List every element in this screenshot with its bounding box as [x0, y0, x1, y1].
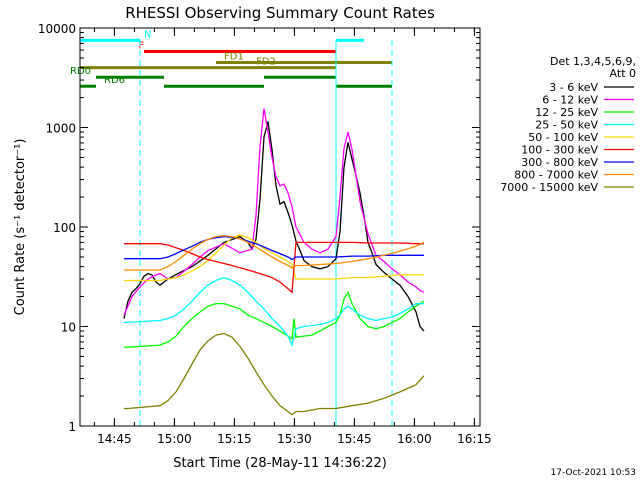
plot-frame — [79, 27, 481, 427]
legend-label-4: 50 - 100 keV — [528, 131, 598, 144]
y-tick-label-2: 100 — [53, 221, 76, 235]
x-axis-ticks: 14:45 15:00 15:15 15:30 15:45 16:00 16:15 — [93, 28, 492, 446]
x-tick-label-2: 15:15 — [217, 432, 252, 446]
y-axis-label: Count Rate (s⁻¹ detector⁻¹) — [13, 139, 28, 316]
series-line-6 — [124, 235, 424, 261]
legend-label-0: 3 - 6 keV — [549, 81, 598, 94]
legend-header-1: Att 0 — [610, 67, 636, 80]
series-lines — [123, 108, 425, 416]
status-bar-label-rd6: RD6 — [104, 75, 125, 86]
series-line-1 — [123, 108, 425, 316]
x-tick-label-3: 15:30 — [277, 432, 312, 446]
status-bar-label-f: F — [138, 41, 144, 52]
series-line-2 — [124, 290, 425, 348]
legend-label-1: 6 - 12 keV — [542, 94, 598, 107]
series-line-8 — [124, 332, 425, 416]
series-line-7 — [124, 234, 425, 271]
x-tick-label-4: 15:45 — [337, 432, 372, 446]
y-tick-label-0: 1 — [68, 420, 76, 434]
series-line-0 — [123, 121, 425, 332]
legend-label-6: 300 - 800 keV — [521, 156, 598, 169]
status-bar-label-fd2: FD2 — [256, 57, 276, 68]
timestamp: 17-Oct-2021 10:53 — [551, 468, 636, 478]
y-tick-label-3: 1000 — [45, 122, 76, 136]
status-bars: NF FD1 FD2 RD0 RD6 — [70, 29, 392, 88]
x-tick-label-0: 14:45 — [97, 432, 132, 446]
legend-label-2: 12 - 25 keV — [535, 106, 598, 119]
y-tick-label-4: 10000 — [38, 22, 76, 36]
legend-label-7: 800 - 7000 keV — [514, 169, 598, 182]
x-tick-label-6: 16:15 — [457, 432, 492, 446]
legend-label-3: 25 - 50 keV — [535, 119, 598, 132]
x-axis-label: Start Time (28-May-11 14:36:22) — [173, 456, 387, 471]
x-tick-label-1: 15:00 — [157, 432, 192, 446]
status-bar-label-fd1: FD1 — [224, 52, 244, 63]
x-tick-label-5: 16:00 — [397, 432, 432, 446]
night-boundaries — [79, 40, 393, 426]
legend-header-0: Det 1,3,4,5,6,9, — [550, 55, 636, 68]
y-tick-label-1: 10 — [61, 321, 76, 335]
legend-label-8: 7000 - 15000 keV — [500, 181, 598, 194]
chart-title: RHESSI Observing Summary Count Rates — [125, 4, 435, 22]
status-bar-label-rd0: RD0 — [70, 66, 91, 77]
status-bar-label-n: N — [144, 29, 151, 40]
legend-label-5: 100 - 300 keV — [521, 144, 598, 157]
series-line-3 — [124, 276, 424, 348]
y-axis-ticks: 1 10 100 1000 10000 — [38, 22, 480, 434]
